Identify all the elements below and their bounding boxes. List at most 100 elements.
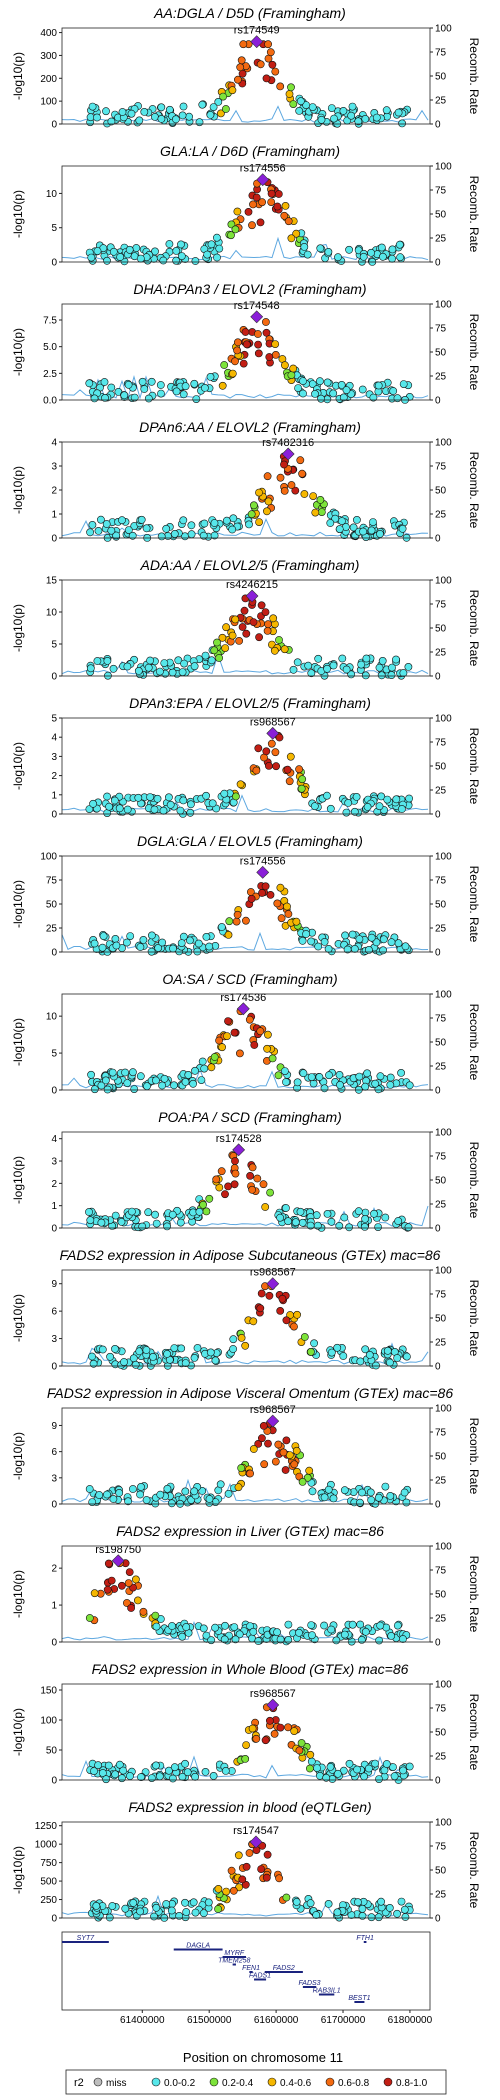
recomb-tick-label: 0 <box>435 672 441 683</box>
snp-point <box>263 1030 272 1039</box>
snp-point <box>375 1775 383 1783</box>
snp-point <box>237 1334 246 1342</box>
snp-point <box>386 1081 395 1089</box>
snp-point <box>372 1361 380 1370</box>
snp-point <box>229 1886 238 1895</box>
snp-point <box>181 1759 189 1768</box>
snp-point <box>144 1208 153 1217</box>
snp-point <box>197 1076 206 1084</box>
snp-point <box>142 1496 151 1504</box>
snp-point <box>325 1071 333 1080</box>
snp-point <box>317 508 326 516</box>
snp-point <box>359 252 368 261</box>
panel-title: GLA:LA / D6D (Framingham) <box>160 143 340 159</box>
snp-point <box>310 802 319 811</box>
recomb-tick-label: 100 <box>435 990 452 1001</box>
snp-point <box>152 1903 161 1912</box>
snp-point <box>295 1628 303 1637</box>
snp-point <box>382 1760 391 1768</box>
y-tick-label: 3 <box>51 752 57 763</box>
lead-snp-label: rs174528 <box>216 1133 262 1145</box>
snp-point <box>103 1085 112 1094</box>
snp-point <box>150 1912 158 1921</box>
recomb-tick-label: 100 <box>435 1404 452 1415</box>
snp-point <box>306 1899 315 1908</box>
snp-point <box>147 1774 156 1782</box>
snp-point <box>172 387 181 396</box>
snp-point <box>229 1345 237 1353</box>
snp-point <box>361 115 370 123</box>
snp-point <box>357 660 366 669</box>
snp-point <box>390 1772 399 1781</box>
snp-point <box>347 111 356 120</box>
snp-point <box>183 1768 192 1777</box>
recomb-axis-label: Recomb. Rate <box>467 728 481 805</box>
recomb-rate-line <box>61 1478 429 1503</box>
snp-point <box>199 1909 208 1918</box>
snp-point <box>202 1207 211 1216</box>
lead-snp-label: rs4246215 <box>226 579 278 591</box>
snp-point <box>367 1496 376 1504</box>
snp-point <box>90 939 99 948</box>
snp-point <box>231 1635 240 1644</box>
snp-point <box>389 387 398 395</box>
snp-points <box>85 1151 413 1232</box>
recomb-tick-label: 75 <box>435 876 447 887</box>
snp-point <box>211 1356 220 1365</box>
snp-point <box>385 1904 394 1912</box>
recomb-tick-label: 50 <box>435 762 447 773</box>
snp-point <box>311 508 320 517</box>
lead-snp-marker <box>266 1698 280 1712</box>
snp-point <box>179 796 188 805</box>
y-axis-label: -log10(p) <box>11 880 25 928</box>
snp-point <box>105 1913 114 1922</box>
snp-point <box>158 1081 166 1090</box>
y-tick-label: 0 <box>51 1914 57 1925</box>
y-axis-label: -log10(p) <box>11 190 25 238</box>
recomb-tick-label: 25 <box>435 786 447 797</box>
snp-point <box>215 244 224 253</box>
legend-item-label: 0.0-0.2 <box>164 2078 196 2089</box>
snp-point <box>211 1623 219 1632</box>
snp-point <box>144 394 153 403</box>
snp-point <box>215 654 223 662</box>
lead-snp-marker <box>111 1554 125 1568</box>
panel-3: DHA:DPAn3 / ELOVL2 (Framingham) rs174548 0… <box>11 281 481 407</box>
snp-point <box>295 107 304 115</box>
snp-point <box>337 380 346 389</box>
snp-point <box>306 1221 315 1230</box>
recomb-tick-label: 0 <box>435 1086 441 1097</box>
snp-point <box>376 530 384 538</box>
snp-point <box>284 1217 292 1226</box>
snp-point <box>394 939 403 948</box>
r2-legend: r2 miss 0.0-0.2 0.2-0.4 0.4-0.6 0.6-0.8 0.8-1.… <box>65 2069 447 2095</box>
snp-point <box>212 233 221 242</box>
snp-point <box>207 240 216 249</box>
snp-point <box>361 1082 370 1091</box>
panel-8: OA:SA / SCD (Framingham)rs17453605100255… <box>11 971 481 1097</box>
snp-point <box>121 1904 130 1913</box>
snp-point <box>85 1485 94 1493</box>
y-tick-label: 750 <box>40 1858 57 1869</box>
y-axis-label: -log10(p) <box>11 742 25 790</box>
snp-point <box>106 1352 114 1361</box>
snp-point <box>132 244 141 252</box>
snp-point <box>230 1623 239 1631</box>
snp-point <box>358 1488 366 1497</box>
recomb-axis-label: Recomb. Rate <box>467 38 481 115</box>
y-tick-label: 0 <box>51 534 57 545</box>
snp-point <box>110 796 119 805</box>
snp-point <box>182 1908 191 1916</box>
snp-point <box>88 102 97 111</box>
snp-point <box>273 202 282 211</box>
snp-point <box>241 916 250 925</box>
snp-point <box>157 103 166 112</box>
snp-point <box>236 63 245 72</box>
snp-point <box>363 803 372 811</box>
snp-point <box>369 518 377 526</box>
y-axis-label: -log10(p) <box>11 328 25 376</box>
snp-point <box>165 240 174 248</box>
recomb-tick-label: 100 <box>435 24 452 35</box>
snp-point <box>102 1076 110 1085</box>
snp-point <box>169 944 177 953</box>
